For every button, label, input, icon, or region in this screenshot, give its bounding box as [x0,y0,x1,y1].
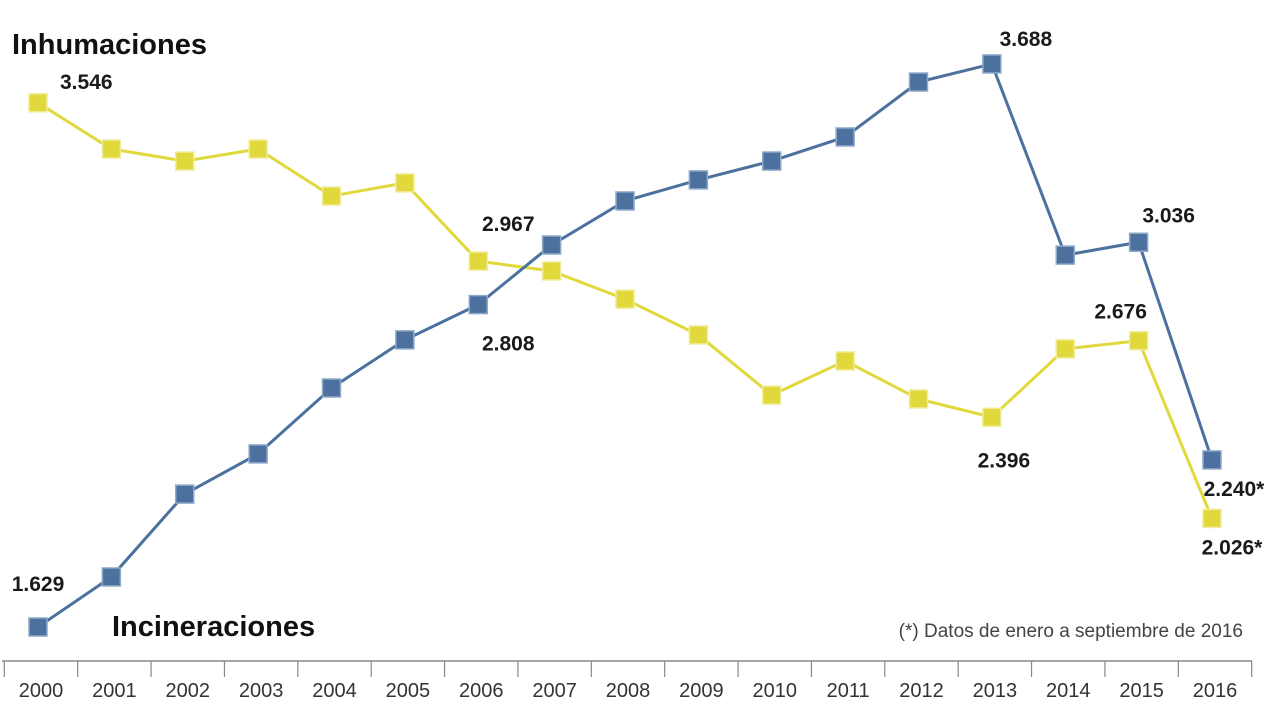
data-label: 3.546 [60,71,113,94]
x-tick-label: 2016 [1193,680,1238,702]
data-point-incineraciones [321,378,342,398]
series-line-inhumaciones [37,101,1214,520]
x-tick-label: 2004 [312,680,357,702]
series-markers [28,54,1222,637]
x-tick-label: 2015 [1119,680,1164,702]
data-point-incineraciones [1128,232,1149,253]
x-tick-label: 2007 [532,680,577,702]
x-tick-label: 2011 [827,680,870,702]
data-label: 2.026* [1202,536,1264,559]
data-label: 3.036 [1142,204,1195,227]
x-tick-label: 2000 [19,680,64,702]
data-point-inhumaciones [175,151,195,171]
data-point-inhumaciones [1202,508,1222,529]
series-title-inhumaciones: Inhumaciones [12,29,207,61]
x-axis: 2000 2001 2002 2003 2004 2005 2006 2007 2008 2009… [2,660,1253,702]
series-line-incineraciones [37,62,1214,629]
data-label: 2.676 [1094,301,1147,324]
data-point-incineraciones [615,191,635,211]
data-point-incineraciones [1202,450,1222,470]
data-point-incineraciones [175,484,195,504]
x-tick-label: 2002 [166,680,211,702]
data-point-incineraciones [835,127,855,147]
data-point-inhumaciones [688,325,709,345]
data-point-inhumaciones [28,93,48,113]
x-tick-label: 2008 [606,680,651,702]
data-point-incineraciones [688,170,709,190]
data-point-inhumaciones [615,289,635,309]
data-point-inhumaciones [982,407,1002,428]
data-point-incineraciones [908,72,929,92]
data-point-incineraciones [248,444,268,464]
data-point-incineraciones [541,235,562,255]
data-point-inhumaciones [541,261,562,281]
data-point-inhumaciones [395,173,415,193]
data-label: 1.629 [12,573,65,596]
x-tick-label: 2006 [459,680,504,702]
data-point-inhumaciones [908,389,929,409]
data-point-inhumaciones [248,139,268,159]
data-labels: 3.546 1.629 2.967 2.808 3.688 2.396 3.036 2.676… [12,28,1265,596]
data-point-incineraciones [101,567,122,587]
data-point-inhumaciones [835,351,855,371]
data-label: 2.240* [1204,478,1266,501]
data-point-inhumaciones [468,251,488,271]
footnote: (*) Datos de enero a septiembre de 2016 [899,621,1243,642]
data-point-inhumaciones [762,385,782,405]
data-point-incineraciones [395,330,415,350]
data-point-inhumaciones [1128,330,1149,351]
data-point-inhumaciones [101,139,122,159]
x-tick-label: 2010 [753,680,798,702]
x-tick-label: 2009 [679,680,724,702]
x-tick-label: 2001 [92,680,137,702]
data-label: 2.396 [978,449,1031,472]
x-tick-label: 2013 [973,680,1018,702]
data-point-inhumaciones [1055,339,1075,359]
series-lines [37,62,1214,629]
data-label: 2.808 [482,333,535,356]
series-title-incineraciones: Incineraciones [112,611,315,643]
data-label: 3.688 [1000,28,1053,51]
data-point-incineraciones [1055,245,1075,265]
data-point-incineraciones [468,294,488,315]
x-tick-label: 2005 [386,680,431,702]
x-tick-label: 2003 [239,680,284,702]
data-label: 2.967 [482,213,535,236]
x-tick-label: 2012 [899,680,944,702]
data-point-inhumaciones [321,186,342,206]
data-point-incineraciones [982,54,1002,74]
data-point-incineraciones [762,151,782,171]
data-point-incineraciones [28,617,48,637]
x-tick-label: 2014 [1046,680,1091,702]
